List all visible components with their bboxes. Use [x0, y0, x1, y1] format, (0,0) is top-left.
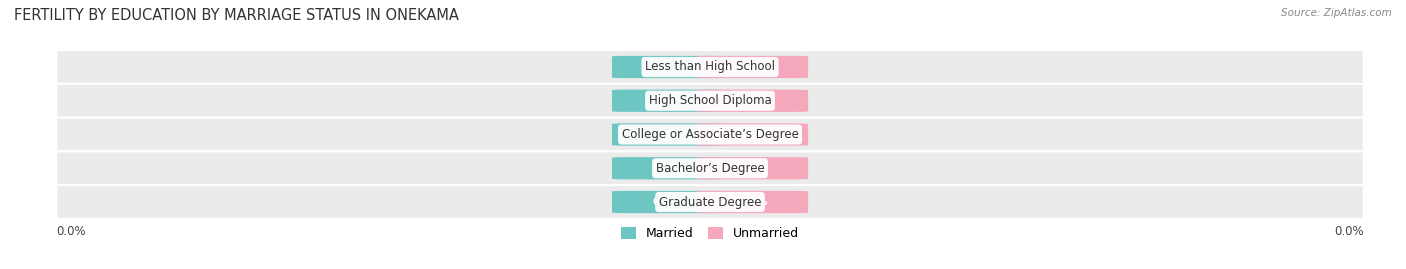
FancyBboxPatch shape — [697, 123, 808, 146]
FancyBboxPatch shape — [612, 56, 723, 78]
Text: 0.0%: 0.0% — [737, 129, 768, 140]
Text: Source: ZipAtlas.com: Source: ZipAtlas.com — [1281, 8, 1392, 18]
Text: Graduate Degree: Graduate Degree — [659, 196, 761, 208]
Legend: Married, Unmarried: Married, Unmarried — [616, 222, 804, 245]
Text: 0.0%: 0.0% — [652, 129, 683, 140]
Text: 0.0%: 0.0% — [652, 163, 683, 173]
Text: 0.0%: 0.0% — [652, 96, 683, 106]
FancyBboxPatch shape — [697, 90, 808, 112]
FancyBboxPatch shape — [56, 50, 1364, 84]
Text: FERTILITY BY EDUCATION BY MARRIAGE STATUS IN ONEKAMA: FERTILITY BY EDUCATION BY MARRIAGE STATU… — [14, 8, 458, 23]
Text: 0.0%: 0.0% — [1334, 225, 1364, 238]
Text: 0.0%: 0.0% — [652, 197, 683, 207]
Text: 0.0%: 0.0% — [56, 225, 86, 238]
Text: High School Diploma: High School Diploma — [648, 94, 772, 107]
FancyBboxPatch shape — [612, 157, 723, 179]
FancyBboxPatch shape — [56, 118, 1364, 151]
FancyBboxPatch shape — [697, 191, 808, 213]
FancyBboxPatch shape — [612, 191, 723, 213]
FancyBboxPatch shape — [56, 151, 1364, 185]
Text: Less than High School: Less than High School — [645, 61, 775, 73]
FancyBboxPatch shape — [697, 157, 808, 179]
Text: 0.0%: 0.0% — [737, 197, 768, 207]
FancyBboxPatch shape — [697, 56, 808, 78]
Text: 0.0%: 0.0% — [737, 62, 768, 72]
Text: 0.0%: 0.0% — [737, 96, 768, 106]
FancyBboxPatch shape — [56, 84, 1364, 118]
FancyBboxPatch shape — [56, 185, 1364, 219]
Text: 0.0%: 0.0% — [737, 163, 768, 173]
Text: 0.0%: 0.0% — [652, 62, 683, 72]
Text: College or Associate’s Degree: College or Associate’s Degree — [621, 128, 799, 141]
FancyBboxPatch shape — [612, 90, 723, 112]
Text: Bachelor’s Degree: Bachelor’s Degree — [655, 162, 765, 175]
FancyBboxPatch shape — [612, 123, 723, 146]
